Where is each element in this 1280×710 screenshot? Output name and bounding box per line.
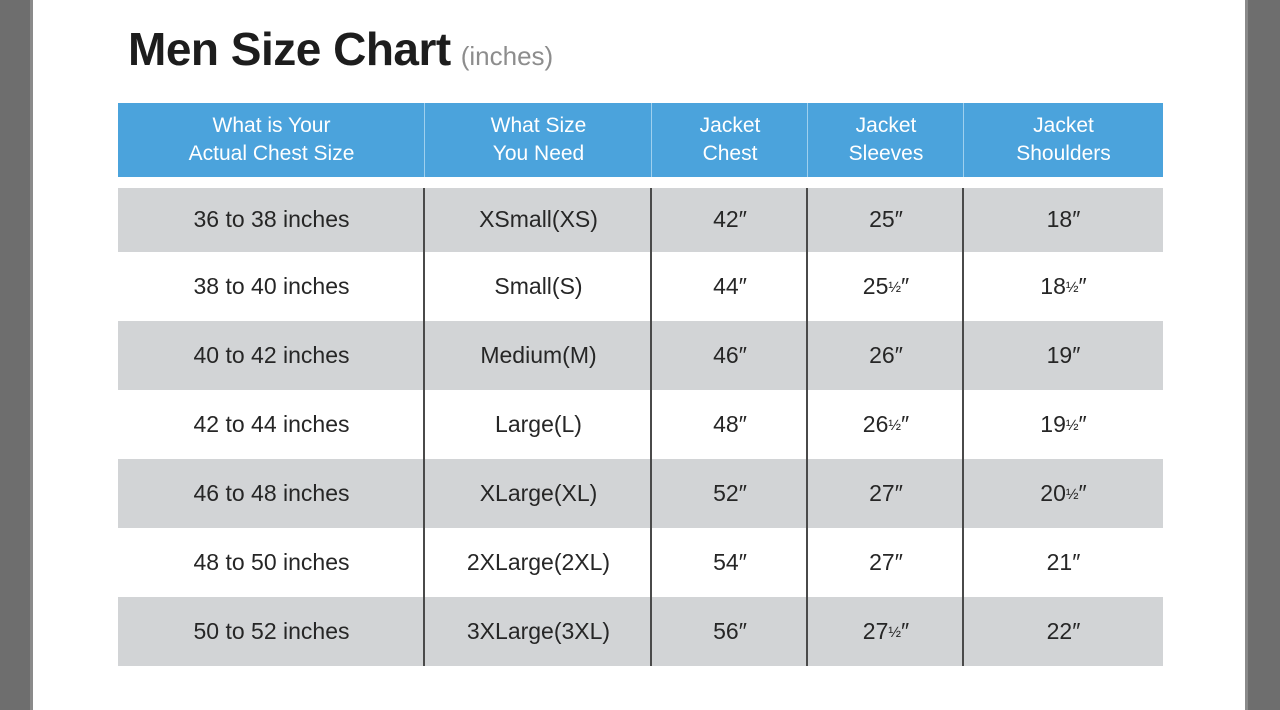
cell-jacket-sleeves: 26½″ xyxy=(808,389,964,459)
cell-size-name: Medium(M) xyxy=(425,320,652,390)
page-title-text: Men Size Chart xyxy=(128,23,451,75)
cell-size-name: Small(S) xyxy=(425,251,652,321)
table-row: 42 to 44 inches Large(L) 48″ 26½″ 19½″ xyxy=(118,389,1163,459)
cell-chest-range: 46 to 48 inches xyxy=(118,458,425,528)
column-header-jacket-sleeves: Jacket Sleeves xyxy=(808,103,964,183)
letterbox-seam-left xyxy=(30,0,33,710)
letterbox-bar-right xyxy=(1248,0,1280,710)
cell-jacket-shoulders: 20½″ xyxy=(964,458,1163,528)
cell-size-name: XLarge(XL) xyxy=(425,458,652,528)
cell-size-name: Large(L) xyxy=(425,389,652,459)
cell-chest-range: 42 to 44 inches xyxy=(118,389,425,459)
cell-chest-range: 38 to 40 inches xyxy=(118,251,425,321)
cell-jacket-sleeves: 25″ xyxy=(808,177,964,252)
cell-chest-range: 48 to 50 inches xyxy=(118,527,425,597)
cell-jacket-shoulders: 21″ xyxy=(964,527,1163,597)
table-row: 38 to 40 inches Small(S) 44″ 25½″ 18½″ xyxy=(118,251,1163,321)
cell-jacket-chest: 52″ xyxy=(652,458,808,528)
letterbox-seam-right xyxy=(1245,0,1248,710)
table-header: What is Your Actual Chest Size What Size… xyxy=(118,103,1163,183)
column-header-line-2: Chest xyxy=(702,142,758,165)
cell-jacket-chest: 42″ xyxy=(652,177,808,252)
table-row: 40 to 42 inches Medium(M) 46″ 26″ 19″ xyxy=(118,320,1163,390)
cell-size-name: XSmall(XS) xyxy=(425,177,652,252)
header-row: What is Your Actual Chest Size What Size… xyxy=(118,103,1163,183)
column-header-line-1: What Size xyxy=(490,114,587,138)
column-header-line-1: What is Your xyxy=(212,114,331,138)
cell-jacket-shoulders: 18½″ xyxy=(964,251,1163,321)
table-row: 48 to 50 inches 2XLarge(2XL) 54″ 27″ 21″ xyxy=(118,527,1163,597)
cell-jacket-sleeves: 26″ xyxy=(808,320,964,390)
column-header-line-2: You Need xyxy=(492,142,585,165)
cell-jacket-chest: 44″ xyxy=(652,251,808,321)
column-header-jacket-chest: Jacket Chest xyxy=(652,103,808,183)
cell-jacket-shoulders: 19½″ xyxy=(964,389,1163,459)
cell-jacket-shoulders: 19″ xyxy=(964,320,1163,390)
cell-jacket-chest: 48″ xyxy=(652,389,808,459)
size-chart-table: What is Your Actual Chest Size What Size… xyxy=(118,103,1163,666)
cell-chest-range: 36 to 38 inches xyxy=(118,177,425,252)
cell-size-name: 2XLarge(2XL) xyxy=(425,527,652,597)
cell-jacket-shoulders: 18″ xyxy=(964,177,1163,252)
column-header-size-you-need: What Size You Need xyxy=(425,103,652,183)
column-header-line-1: Jacket xyxy=(1033,114,1094,138)
cell-jacket-chest: 46″ xyxy=(652,320,808,390)
letterbox-bar-left xyxy=(0,0,30,710)
table-row: 36 to 38 inches XSmall(XS) 42″ 25″ 18″ xyxy=(118,177,1163,252)
page-title: Men Size Chart (inches) xyxy=(128,22,553,76)
cell-jacket-sleeves: 25½″ xyxy=(808,251,964,321)
column-header-jacket-shoulders: Jacket Shoulders xyxy=(964,103,1163,183)
cell-jacket-shoulders: 22″ xyxy=(964,596,1163,666)
cell-jacket-chest: 54″ xyxy=(652,527,808,597)
column-header-line-2: Shoulders xyxy=(1016,142,1111,165)
page-title-unit: (inches) xyxy=(460,41,554,71)
cell-size-name: 3XLarge(3XL) xyxy=(425,596,652,666)
chart-page: Men Size Chart (inches) What is Your Act… xyxy=(33,0,1245,710)
cell-jacket-sleeves: 27″ xyxy=(808,458,964,528)
cell-chest-range: 50 to 52 inches xyxy=(118,596,425,666)
cell-chest-range: 40 to 42 inches xyxy=(118,320,425,390)
cell-jacket-sleeves: 27½″ xyxy=(808,596,964,666)
column-header-line-1: Jacket xyxy=(855,114,917,138)
column-header-line-2: Actual Chest Size xyxy=(188,142,355,165)
table-row: 50 to 52 inches 3XLarge(3XL) 56″ 27½″ 22″ xyxy=(118,596,1163,666)
column-header-line-2: Sleeves xyxy=(848,142,924,165)
column-header-actual-chest-size: What is Your Actual Chest Size xyxy=(118,103,425,183)
column-header-line-1: Jacket xyxy=(699,114,761,138)
table-row: 46 to 48 inches XLarge(XL) 52″ 27″ 20½″ xyxy=(118,458,1163,528)
cell-jacket-chest: 56″ xyxy=(652,596,808,666)
table-body: 36 to 38 inches XSmall(XS) 42″ 25″ 18″ 38 to … xyxy=(118,177,1163,666)
cell-jacket-sleeves: 27″ xyxy=(808,527,964,597)
